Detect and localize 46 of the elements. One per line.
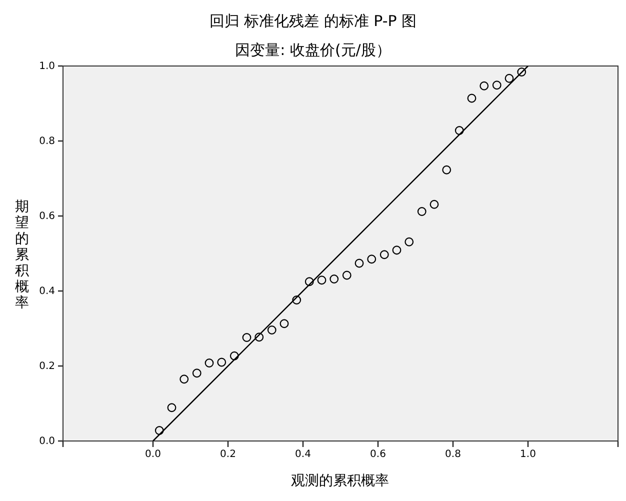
point: [267, 326, 276, 334]
y-axis-title: 期望的累积概率: [15, 199, 29, 311]
point: [192, 368, 202, 378]
point: [467, 94, 476, 103]
point: [230, 351, 239, 360]
point: [242, 333, 252, 342]
point: [180, 374, 189, 384]
point: [392, 246, 402, 255]
x-axis-title: 观测的累积概率: [291, 473, 389, 489]
y-tick-label: 1.0: [39, 61, 55, 72]
chart-subtitle: 因变量: 收盘价(元/股）: [235, 41, 391, 59]
point: [254, 332, 264, 342]
y-tick-label: 0.4: [39, 286, 55, 298]
point: [517, 68, 526, 76]
chart-title: 回归 标准化残差 的标准 P-P 图: [209, 12, 417, 30]
x-tick-label: 1.0: [520, 449, 536, 460]
point: [504, 74, 514, 83]
point: [317, 276, 326, 285]
x-tick-label: 0.0: [145, 449, 161, 460]
y-tick-label: 0.2: [39, 361, 55, 372]
point: [167, 403, 176, 412]
point: [342, 270, 352, 280]
point: [480, 81, 489, 90]
point: [354, 258, 364, 268]
point: [154, 426, 164, 435]
point: [430, 200, 439, 209]
point: [367, 254, 376, 264]
point: [204, 358, 214, 368]
x-tick-label: 0.8: [445, 449, 461, 460]
point: [492, 80, 502, 90]
point: [454, 126, 464, 135]
point: [280, 319, 289, 328]
x-tick-label: 0.6: [370, 449, 386, 460]
point: [304, 277, 314, 286]
point: [330, 274, 339, 284]
point: [292, 296, 302, 304]
point: [380, 250, 389, 260]
point: [217, 358, 226, 367]
y-tick-label: 0.0: [39, 436, 55, 448]
point: [404, 237, 414, 246]
y-tick-label: 0.8: [39, 136, 55, 148]
x-tick-label: 0.4: [295, 449, 311, 460]
x-tick-label: 0.2: [220, 449, 236, 460]
y-tick-label: 0.6: [39, 211, 55, 222]
point: [417, 207, 426, 216]
point: [442, 165, 452, 174]
